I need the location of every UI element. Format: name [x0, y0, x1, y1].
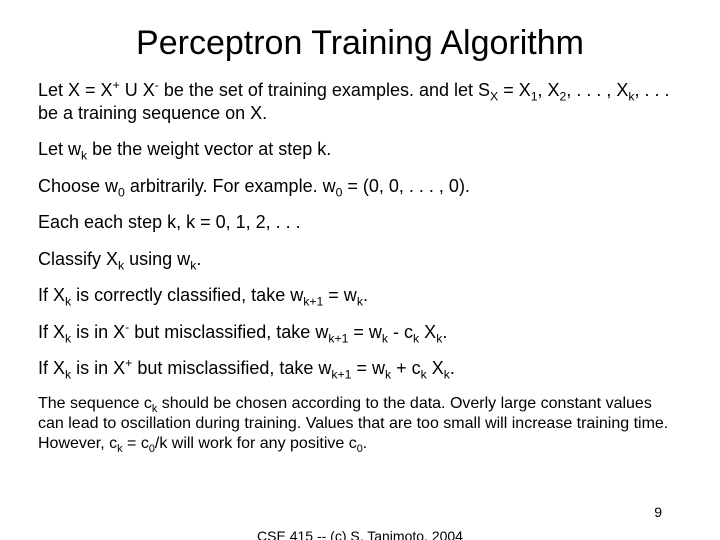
- text: = c: [123, 435, 149, 452]
- text: be the weight vector at step k.: [87, 139, 331, 159]
- slide: Perceptron Training Algorithm Let X = X+…: [0, 0, 720, 540]
- para-9: The sequence ck should be chosen accordi…: [38, 394, 682, 454]
- text: + c: [391, 358, 421, 378]
- text: The sequence c: [38, 395, 152, 412]
- sub-kp1: k+1: [303, 295, 323, 309]
- text: X: [427, 358, 444, 378]
- para-4: Each each step k, k = 0, 1, 2, . . .: [38, 211, 682, 234]
- para-5: Classify Xk using wk.: [38, 248, 682, 271]
- text: but misclassified, take w: [129, 322, 328, 342]
- para-2: Let wk be the weight vector at step k.: [38, 138, 682, 161]
- text: /k will work for any positive c: [155, 435, 357, 452]
- text: Let w: [38, 139, 81, 159]
- para-6: If Xk is correctly classified, take wk+1…: [38, 284, 682, 307]
- text: .: [363, 435, 367, 452]
- text: , . . . , X: [566, 80, 628, 100]
- sup-plus: +: [113, 78, 120, 92]
- sub-1: 1: [531, 90, 538, 104]
- text: arbitrarily. For example. w: [125, 176, 336, 196]
- footer-center: CSE 415 -- (c) S. Tanimoto, 2004 Neural …: [257, 528, 463, 540]
- text: - c: [388, 322, 413, 342]
- text: = w: [351, 358, 385, 378]
- text: = (0, 0, . . . , 0).: [342, 176, 470, 196]
- slide-title: Perceptron Training Algorithm: [38, 24, 682, 63]
- text: but misclassified, take w: [132, 358, 331, 378]
- sub-0: 0: [118, 185, 125, 199]
- text: = w: [323, 285, 357, 305]
- text: If X: [38, 285, 65, 305]
- text: = w: [348, 322, 382, 342]
- text: is in X: [71, 322, 125, 342]
- text: If X: [38, 322, 65, 342]
- para-1: Let X = X+ U X- be the set of training e…: [38, 79, 682, 124]
- para-8: If Xk is in X+ but misclassified, take w…: [38, 357, 682, 380]
- text: .: [363, 285, 368, 305]
- text: .: [450, 358, 455, 378]
- page-number: 9: [654, 504, 662, 520]
- text: , X: [538, 80, 560, 100]
- sub-kp1: k+1: [331, 368, 351, 382]
- text: .: [442, 322, 447, 342]
- text: X: [419, 322, 436, 342]
- para-3: Choose w0 arbitrarily. For example. w0 =…: [38, 175, 682, 198]
- sub-kp1: k+1: [328, 331, 348, 345]
- text: is correctly classified, take w: [71, 285, 303, 305]
- text: using w: [124, 249, 190, 269]
- text: Choose w: [38, 176, 118, 196]
- text: Classify X: [38, 249, 118, 269]
- text: .: [196, 249, 201, 269]
- text: be the set of training examples. and let…: [159, 80, 490, 100]
- text: is in X: [71, 358, 125, 378]
- text: If X: [38, 358, 65, 378]
- sub-x: X: [490, 90, 498, 104]
- text: = X: [498, 80, 531, 100]
- text: U X: [120, 80, 155, 100]
- text: Let X = X: [38, 80, 113, 100]
- footer-line1: CSE 415 -- (c) S. Tanimoto, 2004: [257, 528, 463, 540]
- para-7: If Xk is in X- but misclassified, take w…: [38, 321, 682, 344]
